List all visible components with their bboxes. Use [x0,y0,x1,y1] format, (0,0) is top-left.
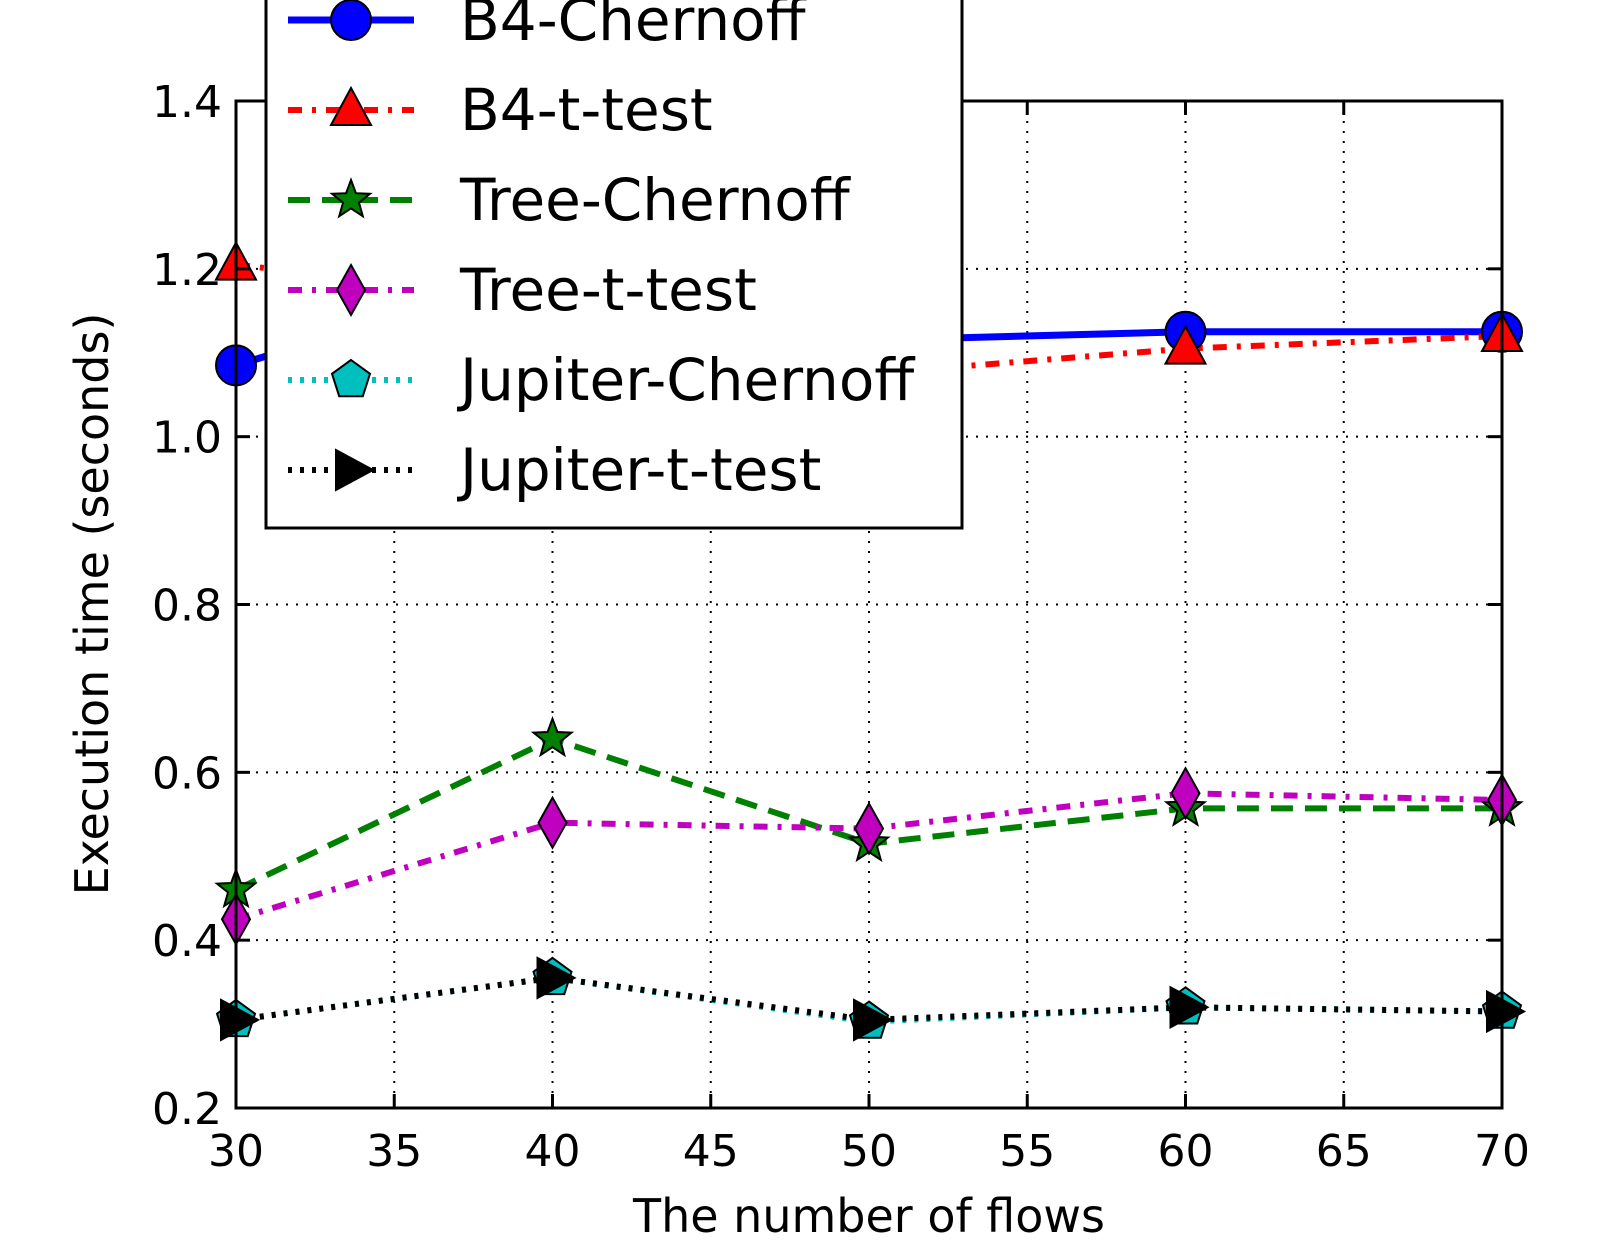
legend-marker [335,448,376,492]
legend-label: Tree-t-test [459,256,757,324]
data-point [1163,324,1208,365]
y-tick-label: 0.6 [152,748,222,799]
data-point [1169,985,1210,1029]
y-tick-label: 0.4 [152,916,222,967]
y-tick-label: 1.0 [152,413,222,464]
legend-label: B4-Chernoff [460,0,808,54]
legend-label: B4-t-test [460,76,713,144]
legend-label: Jupiter-t-test [457,436,821,504]
data-point [220,998,261,1042]
x-tick-label: 65 [1316,1126,1372,1177]
legend-marker [330,358,372,398]
x-tick-label: 50 [841,1126,897,1177]
x-tick-label: 55 [999,1126,1055,1177]
y-tick-label: 1.4 [152,77,222,128]
x-tick-label: 45 [683,1126,739,1177]
series-line-b4-t-test [236,261,1502,377]
data-point [530,715,575,758]
legend-label: Jupiter-Chernoff [457,346,916,414]
y-axis-title: Execution time (seconds) [65,313,119,896]
legend-label: Tree-Chernoff [459,166,852,234]
data-point [1486,989,1527,1034]
data-point [537,795,568,850]
x-tick-label: 30 [208,1126,264,1177]
legend: B4-Chernoff B4-t-test Tree-Chernoff Tree-t-… [264,0,964,530]
legend-marker [335,262,367,318]
legend-marker [330,0,372,41]
data-point [536,956,577,1000]
data-point [853,801,885,856]
tick-labels: 30 35 40 45 50 55 60 65 70 0.2 0.4 0.6 0.8 1.0 1.2 1.4 [152,77,1530,1177]
x-tick-label: 40 [525,1126,581,1177]
x-tick-label: 60 [1158,1126,1214,1177]
y-tick-label: 0.8 [152,581,222,632]
x-tick-label: 35 [366,1126,422,1177]
data-point [853,998,894,1042]
x-axis-title: The number of flows [632,1189,1105,1243]
legend-box [264,0,964,530]
data-point [1170,766,1201,821]
legend-marker [329,177,373,219]
y-tick-label: 0.2 [152,1084,222,1135]
y-tick-label: 1.2 [152,245,222,296]
x-tick-label: 70 [1474,1126,1530,1177]
legend-marker [329,85,373,126]
